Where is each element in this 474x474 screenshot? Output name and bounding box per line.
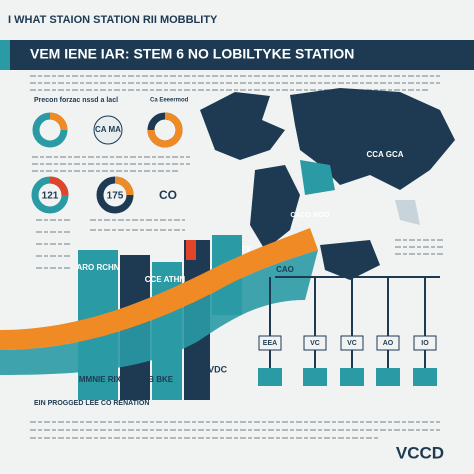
block-label: BRICAB BKE [123, 375, 174, 384]
flow-nodes: EEA VC VC AO IO [258, 335, 437, 386]
flow-node [376, 335, 400, 351]
flow-node [258, 335, 282, 351]
banner-title: VEM IENE IAR: STEM 6 NO LOBILTYKE STATIO… [30, 46, 354, 62]
flow-lines [269, 276, 440, 370]
panel-side-heading: Ca Eeeermod [150, 98, 189, 104]
stat-value: 175 [107, 191, 124, 202]
panel-text [32, 156, 190, 172]
block-label: ARO RCHN [76, 263, 119, 272]
flow-box [258, 368, 282, 386]
banner [0, 40, 474, 70]
banner-accent [0, 40, 10, 70]
flow-node-label: AO [383, 340, 394, 347]
flow-node [340, 335, 364, 351]
logo: VCCD [396, 443, 444, 462]
badge-label: CA MA [95, 125, 121, 134]
stat-value: 121 [42, 191, 59, 202]
block-label: CCE ATHN [145, 275, 186, 284]
flow-node [303, 335, 327, 351]
flow-box [340, 368, 364, 386]
world-map [200, 88, 455, 280]
map-label: CACO MOO [290, 212, 330, 219]
flow-node-label: EEA [263, 340, 277, 347]
block-label: MMNIE RIX [79, 375, 122, 384]
page-title: I WHAT STAION STATION RII MOBBLITY [8, 14, 218, 26]
badge-circle [93, 115, 123, 145]
orange-band [0, 228, 318, 350]
section-title: EIN PROGGED LEE CO RENATION [34, 400, 149, 407]
block-label: CA VDC [193, 364, 228, 374]
footer-text [30, 421, 440, 439]
map-text [395, 239, 445, 255]
flow-node-label: VC [310, 340, 320, 347]
icon-label: CO [159, 188, 177, 202]
panel-heading: Precon forzac nssd a lacl [34, 97, 118, 104]
flow-node-label: VC [347, 340, 357, 347]
flow-node [413, 335, 437, 351]
teal-band [0, 250, 318, 375]
flow-box [376, 368, 400, 386]
flow-root: CAO [276, 265, 294, 274]
map-label: CCA GCA [366, 150, 403, 159]
list [36, 219, 185, 269]
flow-box [303, 368, 327, 386]
flow-box [413, 368, 437, 386]
flow-node-label: IO [421, 340, 429, 347]
donuts [31, 112, 183, 214]
